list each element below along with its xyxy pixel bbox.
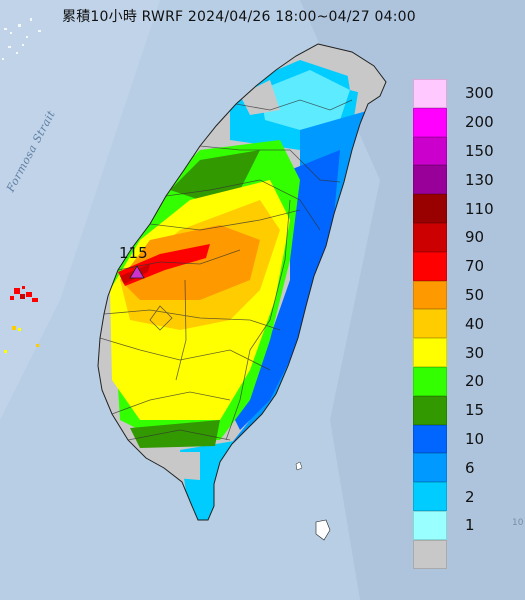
taiwan-coastline [97, 43, 387, 521]
legend-label: 200 [465, 113, 494, 132]
legend-swatch [413, 223, 447, 252]
legend-swatch [413, 194, 447, 223]
legend-swatch [413, 395, 447, 425]
orchid-island [315, 519, 331, 541]
shelf-shading [0, 0, 160, 420]
legend-label: 90 [465, 228, 485, 247]
legend-label: 110 [465, 199, 494, 218]
legend-swatch [413, 367, 447, 396]
green-island [295, 461, 303, 471]
legend-swatch [413, 338, 447, 367]
legend-label: 15 [465, 401, 485, 420]
legend-swatch [413, 539, 447, 569]
county-borders [99, 99, 353, 441]
penghu-rain-cluster [4, 286, 39, 353]
legend-swatch [413, 107, 447, 137]
edge-tick-label: 10 [512, 518, 524, 528]
legend-swatch [413, 165, 447, 195]
legend-swatch [413, 309, 447, 339]
legend-label: 150 [465, 142, 494, 160]
legend-label: 6 [465, 458, 475, 477]
legend-swatch [413, 424, 447, 454]
legend-label: 300 [465, 84, 494, 103]
legend-label: 1 [465, 516, 475, 535]
legend-label: 20 [465, 372, 485, 391]
ocean-depth-shading [300, 0, 525, 600]
legend-label: 10 [465, 430, 485, 448]
legend-swatch [413, 511, 447, 540]
legend-label: 130 [465, 170, 494, 189]
legend-swatch [413, 482, 447, 511]
legend-label: 70 [465, 257, 485, 276]
map-title: 累積10小時 RWRF 2024/04/26 18:00~04/27 04:00 [62, 9, 416, 25]
legend-swatch [413, 251, 447, 281]
legend-swatch [413, 453, 447, 483]
max-rainfall-marker-icon [129, 265, 145, 279]
legend-swatch [413, 79, 447, 108]
rainfall-field [110, 60, 380, 520]
legend-swatch [413, 136, 447, 166]
legend-label: 30 [465, 343, 485, 362]
legend-label: 50 [465, 286, 485, 304]
cloud-speckles [2, 18, 41, 60]
legend-label: 2 [465, 487, 475, 506]
legend-label: 40 [465, 314, 485, 333]
max-rainfall-value: 115 [119, 244, 148, 262]
legend-swatch [413, 280, 447, 310]
